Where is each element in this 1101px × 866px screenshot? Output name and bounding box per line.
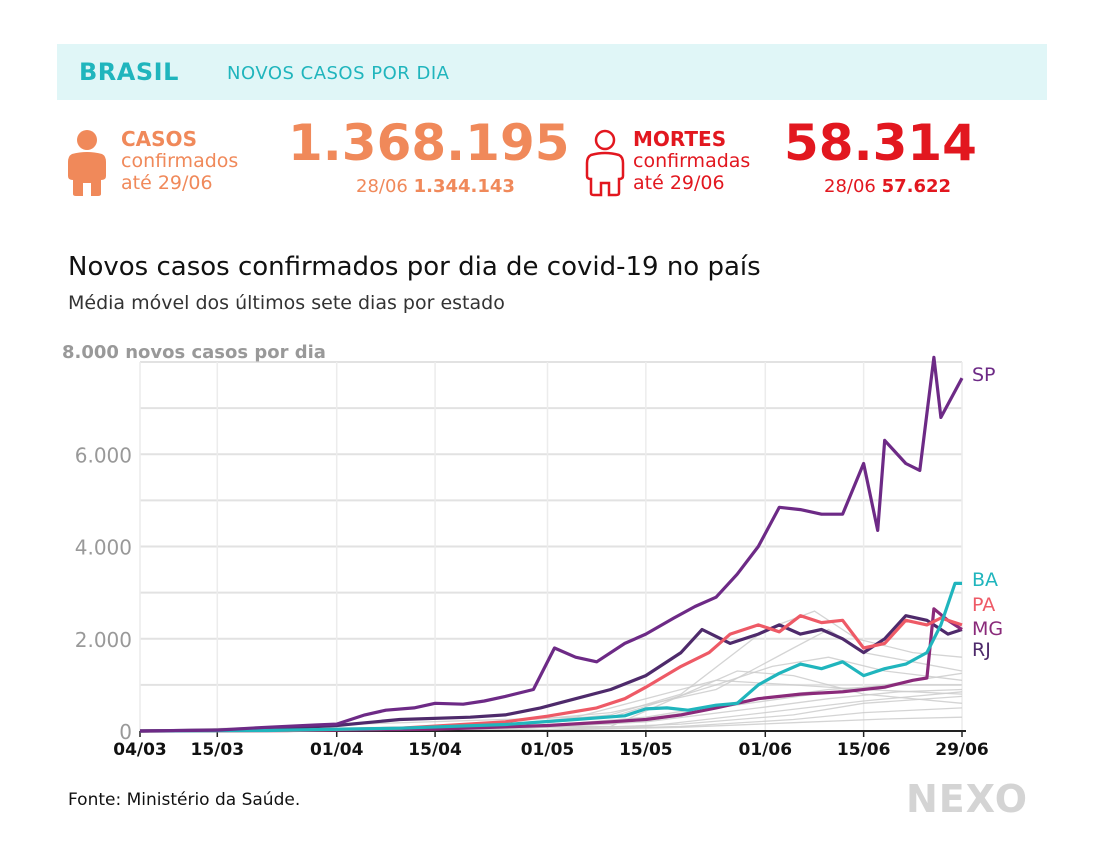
x-tick-label: 04/03 bbox=[113, 740, 167, 760]
deaths-previous-value: 57.622 bbox=[881, 176, 952, 197]
x-tick-label: 29/06 bbox=[935, 740, 989, 760]
x-tick-label: 01/06 bbox=[739, 740, 793, 760]
deaths-label: MORTES confirmadas até 29/06 bbox=[633, 128, 750, 194]
cases-label-title: CASOS bbox=[121, 127, 197, 151]
country-title: BRASIL bbox=[79, 58, 179, 86]
x-tick-label: 15/03 bbox=[191, 740, 245, 760]
x-tick-label: 15/05 bbox=[619, 740, 673, 760]
cases-previous-date: 28/06 bbox=[356, 176, 408, 197]
deaths-total: 58.314 bbox=[784, 114, 977, 172]
cases-label-line2: confirmados bbox=[121, 150, 239, 172]
series-label-rj: RJ bbox=[972, 639, 991, 661]
cases-label-line3: até 29/06 bbox=[121, 172, 213, 194]
background-state-line bbox=[139, 610, 963, 732]
person-icon bbox=[68, 130, 106, 196]
series-label-mg: MG bbox=[972, 618, 1003, 640]
series-line-pa bbox=[139, 614, 963, 733]
y-tick-label: 4.000 bbox=[75, 536, 132, 560]
chart-title: Novos casos confirmados por dia de covid… bbox=[68, 252, 761, 282]
series-line-mg bbox=[139, 607, 963, 733]
series-label-ba: BA bbox=[972, 569, 998, 591]
x-tick-label: 15/04 bbox=[408, 740, 462, 760]
cases-previous: 28/06 1.344.143 bbox=[356, 176, 515, 197]
y-tick-label: 0 bbox=[119, 720, 132, 744]
y-tick-label: 8.000 novos casos por dia bbox=[62, 342, 326, 363]
y-tick-label: 6.000 bbox=[75, 443, 132, 467]
cases-previous-value: 1.344.143 bbox=[413, 176, 515, 197]
deaths-label-title: MORTES bbox=[633, 127, 727, 151]
deaths-previous-date: 28/06 bbox=[824, 176, 876, 197]
series-line-rj bbox=[139, 614, 963, 733]
nexo-logo: NEXO bbox=[906, 777, 1029, 821]
series-line-sp bbox=[139, 355, 964, 733]
source-note: Fonte: Ministério da Saúde. bbox=[68, 790, 301, 810]
series-label-sp: SP bbox=[972, 364, 996, 386]
header-bar: BRASIL NOVOS CASOS POR DIA bbox=[57, 44, 1047, 100]
person-outline-icon bbox=[585, 129, 625, 197]
y-tick-label: 2.000 bbox=[75, 628, 132, 652]
header-subtitle: NOVOS CASOS POR DIA bbox=[227, 63, 450, 84]
series-label-pa: PA bbox=[972, 594, 995, 616]
deaths-label-line2: confirmadas bbox=[633, 150, 751, 172]
x-tick-label: 15/06 bbox=[837, 740, 891, 760]
deaths-previous: 28/06 57.622 bbox=[824, 176, 951, 197]
deaths-label-line3: até 29/06 bbox=[633, 172, 725, 194]
cases-total: 1.368.195 bbox=[288, 114, 570, 172]
x-tick-label: 01/05 bbox=[521, 740, 575, 760]
x-tick-label: 01/04 bbox=[310, 740, 364, 760]
chart-subtitle: Média móvel dos últimos sete dias por es… bbox=[68, 292, 505, 314]
series-line-ba bbox=[139, 581, 962, 733]
cases-label: CASOS confirmados até 29/06 bbox=[121, 128, 238, 194]
line-chart: 0 2.000 4.000 6.000 8.000 novos casos por di… bbox=[62, 342, 1003, 760]
